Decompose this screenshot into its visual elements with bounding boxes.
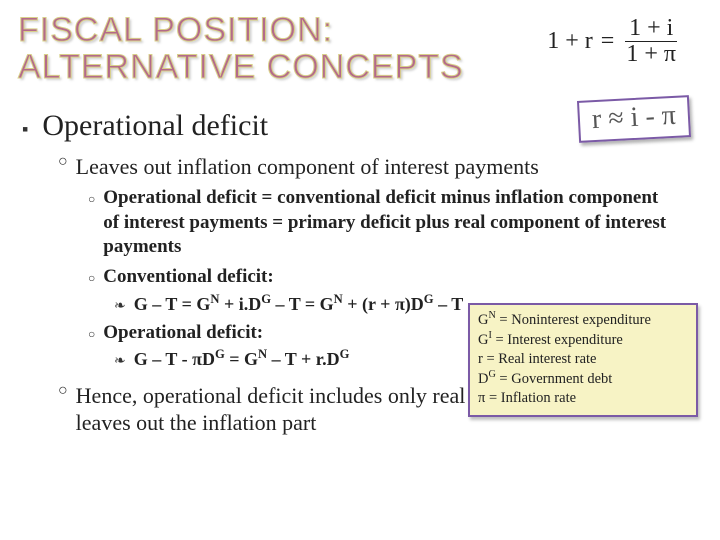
- l3c-text: Operational deficit:: [103, 321, 263, 345]
- small-circle-icon: ○: [88, 325, 95, 344]
- formula-left: 1 + r: [547, 28, 593, 55]
- small-circle-icon: ○: [88, 269, 95, 288]
- numerator: 1 + i: [625, 16, 677, 42]
- fraction: 1 + i 1 + π: [622, 16, 680, 67]
- circle-bullet-icon: ○: [58, 382, 68, 437]
- legend-box: GN = Noninterest expenditure GI = Intere…: [468, 303, 698, 417]
- title-line2: ALTERNATIVE CONCEPTS: [18, 48, 464, 86]
- title-line1: FISCAL POSITION:: [18, 11, 333, 49]
- level3-item: ○ Operational deficit = conventional def…: [88, 186, 668, 259]
- small-circle-icon: ○: [88, 190, 95, 209]
- legend-row: r = Real interest rate: [478, 350, 688, 370]
- l4c-text: G – T - πDG = GN – T + r.DG: [134, 349, 350, 370]
- l3b-text: Conventional deficit:: [103, 265, 273, 289]
- level3-item: ○ Conventional deficit:: [88, 265, 702, 289]
- legend-row: π = Inflation rate: [478, 389, 688, 409]
- level2-item: ○ Leaves out inflation component of inte…: [58, 153, 702, 181]
- l1-text: Operational deficit: [42, 109, 268, 143]
- l2a-text: Leaves out inflation component of intere…: [76, 153, 539, 181]
- fisher-formula: 1 + r = 1 + i 1 + π: [547, 16, 680, 67]
- approx-box: r ≈ i - π: [577, 95, 691, 143]
- l3a-text: Operational deficit = conventional defic…: [103, 186, 668, 259]
- bullet-icon: ▪: [22, 119, 28, 140]
- l4b-text: G – T = GN + i.DG – T = GN + (r + π)DG –…: [134, 294, 464, 315]
- legend-row: DG = Government debt: [478, 370, 688, 390]
- denominator: 1 + π: [622, 42, 680, 67]
- circle-bullet-icon: ○: [58, 153, 68, 181]
- flourish-icon: ❧: [114, 353, 126, 370]
- flourish-icon: ❧: [114, 298, 126, 315]
- legend-row: GN = Noninterest expenditure: [478, 311, 688, 331]
- equals-sign: =: [601, 28, 615, 55]
- approx-formula: r ≈ i - π: [591, 100, 676, 135]
- legend-row: GI = Interest expenditure: [478, 331, 688, 351]
